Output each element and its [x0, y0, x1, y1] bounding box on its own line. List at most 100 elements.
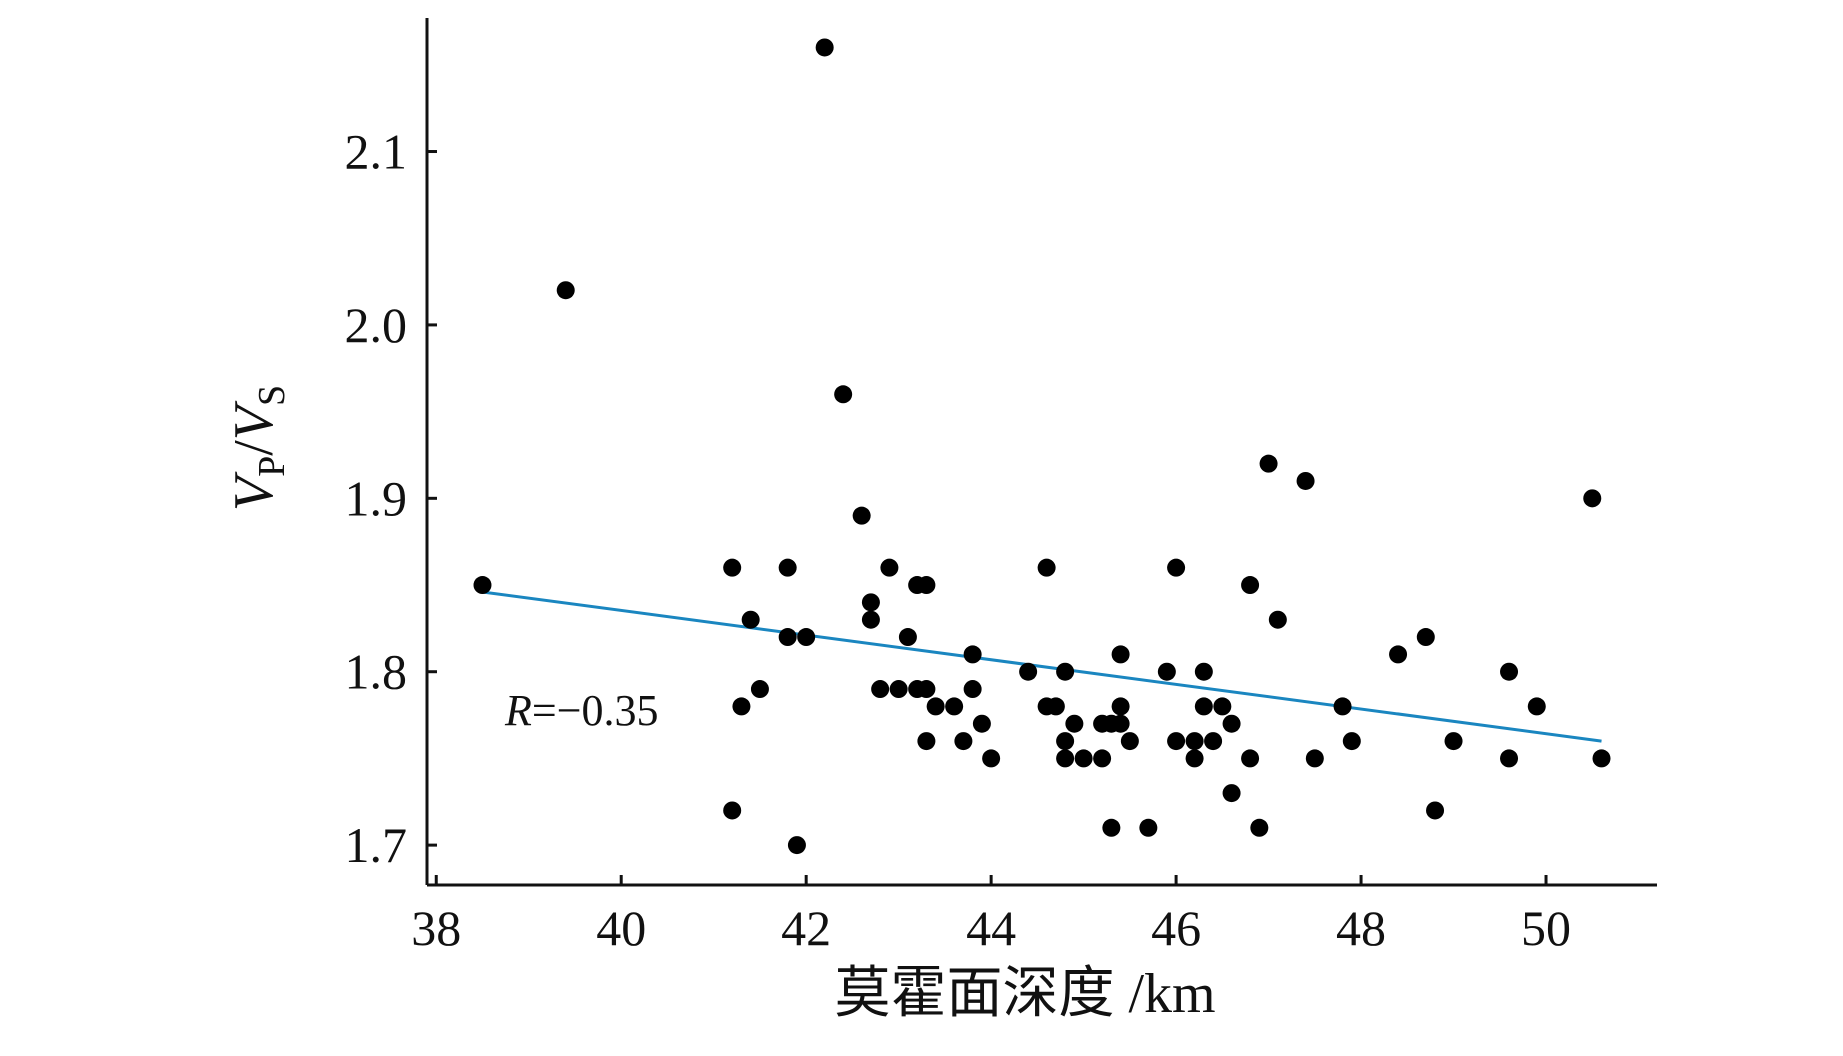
data-point [750, 680, 769, 699]
data-point [741, 610, 760, 629]
data-point [1268, 610, 1287, 629]
annotation-r-value: R=−0.35 [504, 686, 659, 735]
data-point [972, 714, 991, 733]
data-point [1222, 784, 1241, 803]
y-tick-label: 1.7 [345, 817, 408, 873]
y-tick-label: 1.8 [345, 644, 408, 700]
data-point [1213, 697, 1232, 716]
data-point [556, 281, 575, 300]
data-point [815, 38, 834, 57]
data-point [1046, 697, 1065, 716]
data-point [1241, 749, 1260, 768]
data-point [852, 506, 871, 525]
data-point [1416, 628, 1435, 647]
data-point [1527, 697, 1546, 716]
data-point [871, 680, 890, 699]
y-tick-label: 2.0 [345, 297, 408, 353]
annotation-r-symbol: R [504, 686, 532, 735]
data-point [917, 576, 936, 595]
data-point [963, 645, 982, 664]
data-point [1037, 558, 1056, 577]
data-point [778, 558, 797, 577]
points-group [473, 38, 1611, 855]
data-point [1065, 714, 1084, 733]
data-point [880, 558, 899, 577]
x-tick-label: 50 [1521, 900, 1571, 956]
data-point [723, 801, 742, 820]
data-point [1194, 697, 1213, 716]
data-point [1111, 697, 1130, 716]
data-point [723, 558, 742, 577]
data-point [1111, 714, 1130, 733]
y-tick-label: 1.9 [345, 470, 408, 526]
data-point [898, 628, 917, 647]
data-point [1056, 662, 1075, 681]
data-point [1111, 645, 1130, 664]
data-point [1342, 732, 1361, 751]
x-tick-label: 48 [1336, 900, 1386, 956]
data-point [1157, 662, 1176, 681]
data-point [861, 610, 880, 629]
data-point [982, 749, 1001, 768]
data-point [1592, 749, 1611, 768]
x-tick-label: 46 [1151, 900, 1201, 956]
data-point [1333, 697, 1352, 716]
data-point [1426, 801, 1445, 820]
data-point [1185, 749, 1204, 768]
x-tick-label: 44 [966, 900, 1016, 956]
y-tick-label: 2.1 [345, 124, 408, 180]
data-point [1222, 714, 1241, 733]
data-point [861, 593, 880, 612]
data-point [1019, 662, 1038, 681]
data-point [732, 697, 751, 716]
data-point [1204, 732, 1223, 751]
x-tick-label: 40 [596, 900, 646, 956]
data-point [1056, 732, 1075, 751]
data-point [917, 732, 936, 751]
trendline [482, 590, 1602, 743]
data-point [889, 680, 908, 699]
data-point [1056, 749, 1075, 768]
data-point [1389, 645, 1408, 664]
data-point [1093, 749, 1112, 768]
data-point [1296, 471, 1315, 490]
data-point [834, 385, 853, 404]
y-axis-title-v2: V [223, 400, 285, 440]
axes [425, 18, 1657, 887]
data-point [1241, 576, 1260, 595]
data-point [1259, 454, 1278, 473]
data-point [1167, 732, 1186, 751]
data-point [1250, 818, 1269, 837]
ticks: 38 40 42 44 46 48 50 1.7 1.8 1.9 2.0 2.1 [345, 124, 1572, 956]
annotation-r-text: =−0.35 [532, 686, 659, 735]
data-point [778, 628, 797, 647]
data-point [1120, 732, 1139, 751]
x-tick-label: 38 [411, 900, 461, 956]
trendline-group [482, 590, 1602, 743]
data-point [1185, 732, 1204, 751]
x-tick-label: 42 [781, 900, 831, 956]
data-point [1444, 732, 1463, 751]
y-axis-title-slash: / [223, 440, 285, 456]
data-point [1139, 818, 1158, 837]
data-point [1194, 662, 1213, 681]
y-axis-title-sub2: S [251, 385, 293, 406]
y-axis-title-v1: V [223, 471, 285, 511]
data-point [945, 697, 964, 716]
data-point [1583, 489, 1602, 508]
data-point [797, 628, 816, 647]
data-point [917, 680, 936, 699]
data-point [954, 732, 973, 751]
y-axis-title: VP/VS [223, 385, 293, 511]
data-point [787, 836, 806, 855]
data-point [473, 576, 492, 595]
x-axis-title: 莫霍面深度 /km [834, 963, 1215, 1025]
y-axis-title-sub1: P [251, 456, 293, 477]
data-point [1167, 558, 1186, 577]
data-point [963, 680, 982, 699]
data-point [1305, 749, 1324, 768]
data-point [1500, 662, 1519, 681]
data-point [1500, 749, 1519, 768]
